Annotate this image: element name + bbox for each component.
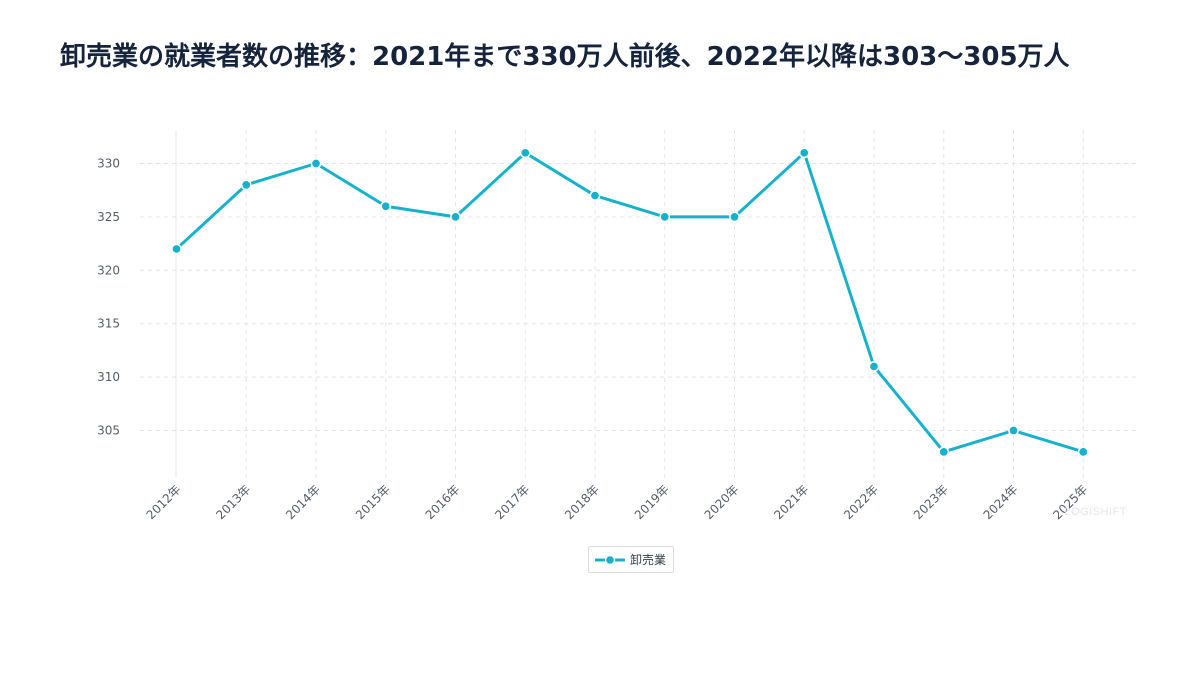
- data-point[interactable]: [1008, 425, 1019, 436]
- x-tick-label: 2023年: [911, 482, 951, 522]
- grid-lines: [140, 130, 1138, 478]
- data-point[interactable]: [868, 361, 880, 372]
- x-tick-label: 2014年: [283, 482, 323, 522]
- legend[interactable]: 卸売業: [588, 546, 675, 573]
- y-tick-label: 325: [97, 210, 120, 224]
- data-point[interactable]: [450, 211, 461, 223]
- data-point[interactable]: [310, 158, 322, 169]
- x-tick-label: 2020年: [702, 482, 742, 522]
- x-tick-label: 2015年: [353, 482, 393, 522]
- y-tick-label: 330: [97, 157, 120, 171]
- x-tick-label: 2016年: [423, 482, 463, 522]
- x-tick-label: 2018年: [562, 482, 602, 522]
- x-tick-label: 2022年: [841, 482, 881, 522]
- data-point[interactable]: [1077, 446, 1089, 458]
- data-point[interactable]: [659, 211, 671, 223]
- series-layer: [171, 147, 1089, 458]
- y-axis: 305 310 315 320 325 330: [97, 157, 120, 438]
- x-axis: 2012年 2013年 2014年 2015年 2016年 2017年 2018年 2019年…: [144, 482, 1091, 522]
- data-point[interactable]: [938, 446, 950, 458]
- data-point[interactable]: [729, 211, 740, 223]
- data-point[interactable]: [240, 179, 252, 191]
- data-point[interactable]: [171, 243, 182, 255]
- data-point[interactable]: [589, 190, 601, 201]
- y-tick-label: 305: [97, 424, 120, 438]
- y-tick-label: 315: [97, 317, 120, 331]
- x-tick-label: 2012年: [144, 482, 184, 522]
- x-tick-label: 2017年: [492, 482, 532, 522]
- y-tick-label: 320: [97, 263, 120, 277]
- data-point[interactable]: [380, 200, 392, 212]
- x-tick-label: 2013年: [213, 482, 253, 522]
- chart-title: 卸売業の就業者数の推移：2021年まで330万人前後、2022年以降は303〜3…: [60, 42, 1070, 72]
- data-point[interactable]: [798, 147, 810, 159]
- data-point[interactable]: [519, 147, 531, 159]
- legend-label: 卸売業: [630, 553, 667, 567]
- y-tick-label: 310: [97, 370, 120, 384]
- x-tick-label: 2021年: [771, 482, 811, 522]
- legend-line-marker-icon: [595, 554, 625, 565]
- x-tick-label: 2024年: [981, 482, 1021, 522]
- series-line: [175, 151, 1085, 454]
- watermark-text: LOGISHIFT: [1064, 506, 1127, 518]
- x-tick-label: 2019年: [632, 482, 672, 522]
